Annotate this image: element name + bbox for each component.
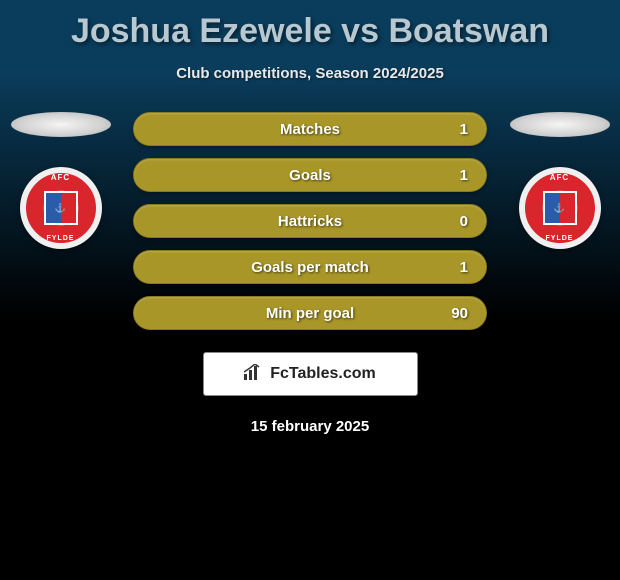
stats-column: Matches 1 Goals 1 Hattricks 0 Goals per … <box>113 112 507 342</box>
badge-bottom-text-right: FYLDE <box>546 235 574 242</box>
content-row: AFC ⚓ FYLDE Matches 1 Goals 1 Hattricks … <box>0 112 620 342</box>
stat-bar-goals-per-match: Goals per match 1 <box>133 250 487 284</box>
stat-bar-matches: Matches 1 <box>133 112 487 146</box>
right-column: AFC ⚓ FYLDE <box>507 112 612 249</box>
badge-inner-right: AFC ⚓ FYLDE <box>525 173 595 243</box>
stat-value: 1 <box>460 167 468 184</box>
stat-label: Goals <box>289 167 331 184</box>
stat-label: Matches <box>280 121 340 138</box>
page-title: Joshua Ezewele vs Boatswan <box>0 0 620 51</box>
brand-box[interactable]: FcTables.com <box>203 352 418 396</box>
badge-inner-left: AFC ⚓ FYLDE <box>26 173 96 243</box>
badge-bottom-text-left: FYLDE <box>47 235 75 242</box>
stat-bar-min-per-goal: Min per goal 90 <box>133 296 487 330</box>
stat-bar-hattricks: Hattricks 0 <box>133 204 487 238</box>
badge-center-icon: ⚓ <box>543 191 577 225</box>
player-platform-left <box>11 112 111 137</box>
left-column: AFC ⚓ FYLDE <box>8 112 113 249</box>
date-text: 15 february 2025 <box>0 418 620 435</box>
stat-value: 90 <box>451 305 468 322</box>
stat-label: Min per goal <box>266 305 354 322</box>
subtitle: Club competitions, Season 2024/2025 <box>0 65 620 82</box>
badge-top-text-left: AFC <box>51 173 70 182</box>
club-badge-left: AFC ⚓ FYLDE <box>20 167 102 249</box>
club-badge-right: AFC ⚓ FYLDE <box>519 167 601 249</box>
stat-value: 1 <box>460 259 468 276</box>
chart-icon <box>244 364 264 385</box>
stat-value: 1 <box>460 121 468 138</box>
stat-label: Hattricks <box>278 213 342 230</box>
stat-label: Goals per match <box>251 259 369 276</box>
stat-bar-goals: Goals 1 <box>133 158 487 192</box>
badge-top-text-right: AFC <box>550 173 569 182</box>
badge-center-icon: ⚓ <box>44 191 78 225</box>
player-platform-right <box>510 112 610 137</box>
brand-text: FcTables.com <box>270 365 376 383</box>
stat-value: 0 <box>460 213 468 230</box>
